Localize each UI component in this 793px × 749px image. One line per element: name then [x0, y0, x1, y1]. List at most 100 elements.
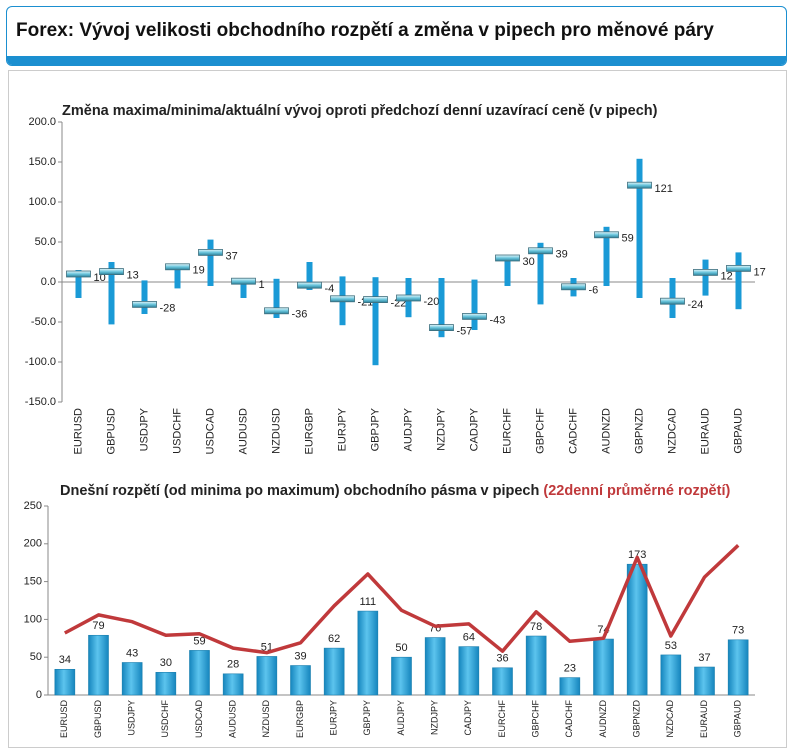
line — [63, 544, 740, 655]
data-label: 78 — [530, 621, 542, 633]
x-tick-label: USDCHF — [171, 408, 183, 454]
current-marker — [462, 312, 487, 320]
bar — [559, 677, 581, 696]
current-marker — [99, 268, 124, 276]
range-bar — [504, 258, 511, 286]
y-tick-label: 0.0 — [41, 276, 56, 288]
x-tick-label: NZDCAD — [665, 700, 675, 738]
bar — [492, 667, 513, 696]
bar — [222, 673, 244, 696]
x-tick-label: EURAUD — [699, 700, 709, 739]
chart-title: Změna maxima/minima/aktuální vývoj oprot… — [62, 103, 658, 119]
y-tick-label: -100.0 — [25, 356, 56, 368]
bar — [290, 665, 311, 696]
current-marker — [132, 300, 157, 308]
x-tick-label: USDJPY — [138, 407, 150, 451]
x-tick-label: EURGBP — [303, 408, 315, 454]
y-tick-label: -150.0 — [25, 396, 56, 408]
range-bar — [273, 278, 280, 318]
y-tick-label: 200.0 — [28, 116, 56, 128]
bar — [593, 638, 614, 696]
data-label: -4 — [325, 283, 335, 295]
x-tick-label: EURJPY — [336, 407, 348, 451]
range-bar — [75, 270, 82, 298]
bar — [424, 637, 446, 696]
data-label: 50 — [395, 642, 407, 654]
data-label: 30 — [523, 256, 535, 268]
current-marker — [297, 281, 322, 289]
y-tick-label: 150 — [24, 576, 42, 588]
range-bar — [636, 158, 643, 298]
data-label: 13 — [127, 270, 139, 282]
chart-title: Dnešní rozpětí (od minima po maximum) ob… — [60, 483, 730, 499]
current-marker — [726, 264, 751, 272]
bar — [155, 672, 177, 696]
x-tick-label: GBPAUD — [733, 700, 743, 738]
x-tick-label: AUDNZD — [598, 700, 608, 738]
x-tick-label: EURJPY — [329, 700, 339, 736]
data-label: 1 — [259, 279, 265, 291]
data-label: -36 — [292, 309, 308, 321]
x-tick-label: GBPAUD — [732, 408, 744, 454]
x-tick-label: EURUSD — [59, 700, 69, 739]
x-tick-label: NZDUSD — [270, 408, 282, 454]
y-tick-label: 100 — [24, 613, 42, 625]
bar — [357, 610, 379, 696]
bar — [121, 662, 143, 696]
x-tick-label: CADCHF — [567, 408, 579, 454]
x-tick-label: GBPCHF — [531, 700, 541, 738]
data-label: -28 — [160, 302, 176, 314]
bar — [458, 646, 480, 696]
current-marker — [594, 231, 619, 239]
x-tick-label: GBPUSD — [93, 700, 103, 739]
data-label: 39 — [294, 650, 306, 662]
range-bar — [603, 226, 610, 286]
x-tick-label: AUDUSD — [228, 700, 238, 739]
data-label: 39 — [556, 249, 568, 261]
x-tick-label: USDCAD — [194, 700, 204, 739]
x-tick-label: CADCHF — [564, 699, 574, 737]
y-tick-label: 150.0 — [28, 156, 56, 168]
data-label: 28 — [227, 659, 239, 671]
range-bar — [174, 266, 181, 289]
data-label: 121 — [655, 183, 673, 195]
data-label: 30 — [160, 657, 172, 669]
current-marker — [66, 270, 91, 278]
panel — [8, 70, 787, 748]
data-label: 73 — [732, 625, 744, 637]
current-marker — [396, 294, 421, 302]
range-bar — [735, 252, 742, 310]
x-tick-label: EURGBP — [295, 700, 305, 738]
data-label: 53 — [665, 640, 677, 652]
bar — [88, 634, 109, 696]
x-tick-label: EURCHF — [501, 408, 513, 454]
current-marker — [363, 296, 388, 304]
x-tick-label: NZDCAD — [666, 408, 678, 454]
data-label: -6 — [589, 285, 599, 297]
data-label: 19 — [193, 265, 205, 277]
y-tick-label: 50 — [30, 651, 42, 663]
data-label: 12 — [721, 270, 733, 282]
bar — [525, 635, 547, 696]
x-tick-label: USDJPY — [127, 700, 137, 736]
current-marker — [264, 307, 289, 315]
x-tick-label: GBPNZD — [633, 408, 645, 454]
data-label: 43 — [126, 647, 138, 659]
x-tick-label: EURAUD — [699, 408, 711, 455]
x-tick-label: CADJPY — [463, 700, 473, 736]
x-tick-label: NZDJPY — [435, 407, 447, 450]
x-tick-label: USDCHF — [160, 699, 170, 737]
bar — [626, 563, 648, 696]
current-marker — [528, 247, 553, 255]
header: Forex: Vývoj velikosti obchodního rozpět… — [6, 6, 787, 66]
current-marker — [330, 295, 355, 303]
data-label: -20 — [424, 296, 440, 308]
range-bar — [702, 259, 709, 296]
data-label: 62 — [328, 633, 340, 645]
data-label: 59 — [193, 635, 205, 647]
bar — [256, 656, 278, 696]
data-label: 111 — [359, 596, 376, 608]
data-label: 34 — [59, 654, 71, 666]
current-marker — [165, 263, 190, 271]
